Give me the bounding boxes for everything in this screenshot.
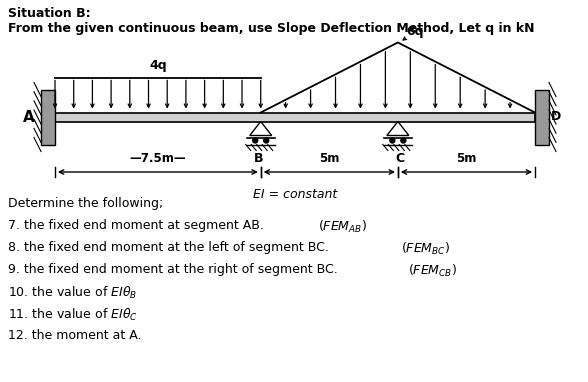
Text: 5m: 5m bbox=[319, 152, 339, 165]
Text: —7.5m—: —7.5m— bbox=[129, 152, 186, 165]
Text: A: A bbox=[23, 110, 35, 125]
Text: 7. the fixed end moment at segment AB.: 7. the fixed end moment at segment AB. bbox=[8, 219, 264, 232]
Text: 8. the fixed end moment at the left of segment BC.: 8. the fixed end moment at the left of s… bbox=[8, 241, 329, 254]
Polygon shape bbox=[535, 89, 549, 144]
Text: Situation B:: Situation B: bbox=[8, 7, 91, 20]
Polygon shape bbox=[41, 89, 55, 144]
Text: $(FEM_{BC})$: $(FEM_{BC})$ bbox=[401, 241, 450, 257]
Circle shape bbox=[263, 138, 269, 143]
Text: From the given continuous beam, use Slope Deflection Method, Let q in kN: From the given continuous beam, use Slop… bbox=[8, 22, 534, 35]
Circle shape bbox=[401, 138, 406, 143]
Text: $(FEM_{AB})$: $(FEM_{AB})$ bbox=[318, 219, 367, 235]
Text: EI = constant: EI = constant bbox=[253, 188, 337, 201]
Text: 12. the moment at A.: 12. the moment at A. bbox=[8, 329, 142, 342]
Text: D: D bbox=[551, 110, 561, 123]
Text: B: B bbox=[254, 152, 263, 165]
Polygon shape bbox=[387, 121, 409, 136]
Text: 4q: 4q bbox=[149, 60, 166, 73]
Text: 6q: 6q bbox=[406, 26, 423, 39]
Text: C: C bbox=[395, 152, 405, 165]
Text: 10. the value of $EI\theta_B$: 10. the value of $EI\theta_B$ bbox=[8, 285, 137, 301]
Polygon shape bbox=[55, 113, 535, 121]
Circle shape bbox=[253, 138, 258, 143]
Circle shape bbox=[390, 138, 395, 143]
Text: Determine the following;: Determine the following; bbox=[8, 197, 163, 210]
Text: 5m: 5m bbox=[456, 152, 477, 165]
Text: $(FEM_{CB})$: $(FEM_{CB})$ bbox=[408, 263, 457, 279]
Text: 9. the fixed end moment at the right of segment BC.: 9. the fixed end moment at the right of … bbox=[8, 263, 338, 276]
Text: 11. the value of $EI\theta_C$: 11. the value of $EI\theta_C$ bbox=[8, 307, 138, 323]
Polygon shape bbox=[250, 121, 272, 136]
